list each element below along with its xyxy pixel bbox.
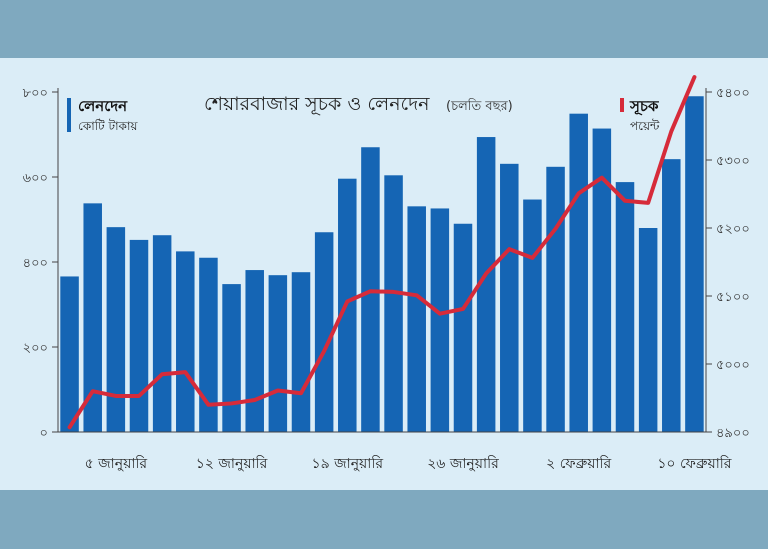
- bar-23: [592, 128, 612, 433]
- bar-5: [176, 251, 195, 433]
- left-tick-label: ০: [40, 426, 48, 441]
- legend-label-lendeen: লেনদেন: [78, 97, 128, 115]
- right-tick-label: ৪৯০০: [716, 426, 750, 441]
- legend-unit-lendeen: কোটি টাকায়: [78, 119, 138, 133]
- chart-subtitle: (চলতি বছর): [446, 98, 513, 114]
- bar-22: [569, 113, 588, 433]
- bar-21: [546, 166, 565, 433]
- bar-24: [615, 182, 635, 432]
- x-tick-label: ৫ জানুয়ারি: [85, 455, 148, 472]
- bar-4: [152, 235, 172, 432]
- bar-6: [199, 257, 218, 432]
- bar-3: [129, 239, 149, 432]
- legend-swatch-lendeen: [67, 98, 71, 132]
- line-series-suchok: [67, 75, 697, 430]
- right-tick-label: ৫১০০: [716, 290, 750, 305]
- left-tick-label: ৪০০: [23, 256, 48, 271]
- right-tick-label: ৫০০০: [716, 358, 750, 373]
- x-tick-label: ১২ জানুয়ারি: [196, 455, 268, 472]
- bar-25: [638, 228, 658, 432]
- legend-label-suchok: সূচক: [629, 97, 659, 117]
- bar-17: [453, 223, 473, 432]
- bar-15: [407, 206, 426, 432]
- right-tick-label: ৫২০০: [716, 222, 750, 237]
- bar-19: [500, 163, 519, 432]
- bar-2: [106, 227, 126, 432]
- axes: ০ ২০০ ৪০০ ৬০০ ৮০০ ৪৯০০ ৫০০০ ৫১০০ ৫২০০ ৫৩০০ ৫৪০০ ৫ জ…: [23, 86, 750, 472]
- chart-texts: শেয়ারবাজার সূচক ও লেনদেন (চলতি বছর) লেন…: [67, 93, 660, 133]
- index-line: [67, 75, 697, 430]
- x-tick-label: ১৯ জানুয়ারি: [311, 455, 383, 472]
- x-tick-label: ২ ফেব্রুয়ারি: [546, 455, 611, 472]
- bar-1: [83, 203, 102, 432]
- bar-7: [222, 284, 241, 432]
- legend-unit-suchok: পয়েন্ট: [630, 119, 660, 133]
- left-tick-label: ২০০: [23, 341, 48, 356]
- bar-series-lendeen: [60, 96, 704, 433]
- x-tick-label: ১০ ফেব্রুয়ারি: [657, 455, 731, 472]
- bar-8: [245, 270, 264, 432]
- right-tick-label: ৫৩০০: [716, 154, 750, 169]
- bar-27: [685, 96, 704, 432]
- bar-11: [314, 232, 334, 432]
- bar-10: [291, 272, 311, 432]
- left-tick-label: ৬০০: [23, 171, 48, 186]
- bar-16: [430, 208, 450, 432]
- chart-title: শেয়ারবাজার সূচক ও লেনদেন: [204, 93, 430, 115]
- bar-26: [662, 159, 681, 432]
- bar-14: [384, 175, 403, 433]
- right-tick-label: ৫৪০০: [716, 86, 750, 101]
- left-tick-label: ৮০০: [23, 86, 48, 101]
- bar-9: [268, 275, 288, 432]
- bar-20: [523, 199, 542, 432]
- bar-18: [476, 137, 496, 433]
- x-tick-label: ২৬ জানুয়ারি: [427, 455, 499, 472]
- legend-swatch-suchok: [620, 98, 624, 112]
- bar-0: [60, 276, 79, 432]
